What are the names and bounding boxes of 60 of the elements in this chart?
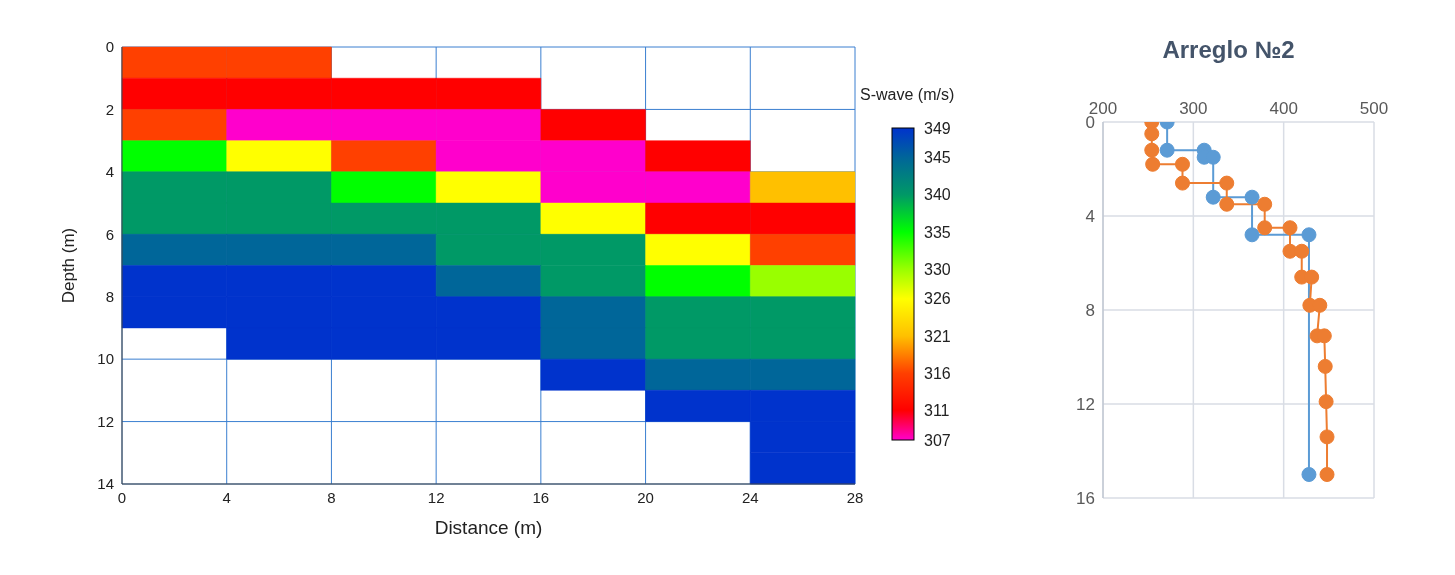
x-tick-label: 28 [846, 488, 864, 506]
point [1319, 467, 1335, 482]
chart-title: Arreglo №2 [1161, 36, 1296, 64]
point [1257, 220, 1273, 236]
color-bar-label: 335 [924, 223, 951, 241]
x-tick-label: 300 [1179, 99, 1208, 118]
point [1174, 156, 1190, 172]
y-tick-label: 0 [105, 38, 114, 56]
point [1257, 196, 1273, 212]
point [1219, 175, 1235, 191]
point [1144, 142, 1160, 158]
y-tick-label: 12 [1076, 395, 1095, 415]
point [1301, 227, 1317, 243]
y-axis-title: Depth (m) [59, 227, 79, 304]
x-tick-label: 500 [1359, 99, 1389, 118]
x-tick-label: 4 [222, 488, 231, 506]
color-bar-label: 349 [924, 119, 951, 137]
point [1318, 394, 1334, 410]
y-tick-label: 4 [105, 163, 114, 181]
point [1304, 269, 1320, 285]
x-axis-title: Distance (m) [434, 517, 543, 538]
x-tick-label: 20 [637, 488, 654, 506]
color-bar-label: 311 [924, 401, 950, 419]
y-tick-label: 8 [105, 288, 114, 306]
point [1319, 429, 1335, 445]
point [1144, 126, 1160, 142]
color-bar-label: 345 [924, 149, 951, 167]
point [1282, 220, 1298, 236]
x-tick-label: 0 [117, 488, 127, 506]
y-tick-label: 2 [105, 100, 114, 118]
point [1159, 142, 1175, 158]
point [1294, 243, 1310, 259]
color-bar-label: 321 [924, 327, 951, 345]
y-tick-label: 14 [97, 475, 114, 493]
y-tick-label: 6 [105, 225, 114, 243]
color-bar-label: 340 [924, 186, 951, 204]
point [1317, 358, 1333, 374]
y-tick-label: 0 [1085, 113, 1095, 133]
x-tick-label: 400 [1269, 99, 1298, 118]
point [1219, 196, 1235, 212]
y-tick-label: 8 [1085, 301, 1095, 321]
x-tick-label: 16 [532, 488, 550, 506]
point [1205, 189, 1221, 205]
x-tick-label: 24 [741, 488, 759, 506]
color-bar-label: 330 [924, 260, 951, 278]
color-bar-label: 326 [924, 290, 951, 308]
point [1244, 227, 1260, 243]
y-tick-label: 10 [97, 350, 114, 368]
point [1244, 189, 1260, 205]
x-tick-label: 8 [327, 488, 336, 506]
y-tick-label: 12 [97, 412, 114, 430]
x-tick-label: 12 [427, 488, 445, 506]
point [1312, 297, 1328, 313]
y-tick-label: 4 [1085, 207, 1095, 227]
point [1174, 175, 1190, 191]
point [1145, 156, 1161, 172]
color-bar-label: 316 [924, 364, 951, 382]
color-bar-label: 307 [924, 431, 951, 449]
point [1301, 467, 1317, 482]
color-bar-title: S-wave (m/s) [860, 86, 955, 104]
